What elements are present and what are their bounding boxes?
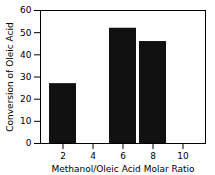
svg-text:Conversion of Oleic Acid: Conversion of Oleic Acid: [5, 22, 15, 131]
svg-text:4: 4: [90, 151, 96, 161]
svg-text:8: 8: [150, 151, 156, 161]
svg-text:6: 6: [120, 151, 126, 161]
svg-text:40: 40: [20, 50, 32, 60]
svg-text:2: 2: [60, 151, 66, 161]
svg-text:0: 0: [26, 138, 32, 148]
svg-text:30: 30: [20, 72, 32, 82]
svg-text:10: 10: [20, 116, 32, 126]
svg-text:20: 20: [20, 94, 32, 104]
svg-text:50: 50: [20, 28, 32, 38]
svg-text:Methanol/Oleic Acid Molar Rati: Methanol/Oleic Acid Molar Ratio: [51, 164, 195, 174]
svg-text:10: 10: [177, 151, 189, 161]
svg-text:60: 60: [20, 5, 32, 15]
